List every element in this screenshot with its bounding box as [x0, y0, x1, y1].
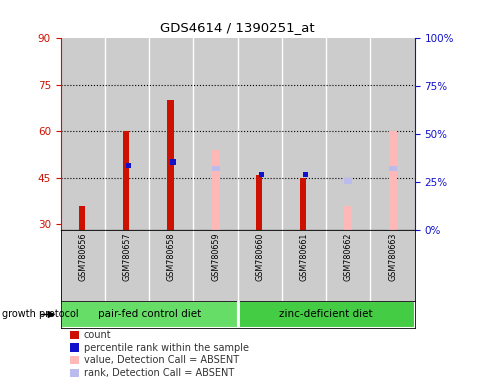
Bar	[166, 100, 173, 230]
Bar	[60, 38, 105, 230]
Bar	[325, 38, 370, 230]
Bar	[211, 166, 219, 171]
Bar	[258, 172, 264, 177]
Text: GSM780662: GSM780662	[343, 233, 352, 281]
Bar	[281, 38, 325, 230]
Bar	[193, 38, 237, 230]
Bar	[237, 301, 414, 328]
Text: GSM780663: GSM780663	[387, 233, 396, 281]
Title: GDS4614 / 1390251_at: GDS4614 / 1390251_at	[160, 22, 314, 35]
Bar	[237, 38, 281, 230]
Bar	[255, 175, 262, 230]
Bar	[105, 38, 149, 230]
Bar	[149, 38, 193, 230]
Text: GSM780659: GSM780659	[211, 233, 220, 281]
Text: GSM780661: GSM780661	[299, 233, 308, 281]
Text: percentile rank within the sample: percentile rank within the sample	[84, 343, 248, 353]
Text: pair-fed control diet: pair-fed control diet	[97, 310, 200, 319]
Bar	[299, 178, 306, 230]
Bar	[126, 162, 131, 168]
Bar	[344, 205, 351, 230]
Bar	[344, 178, 351, 184]
Bar	[60, 301, 237, 328]
Text: GSM780660: GSM780660	[255, 233, 264, 281]
Bar	[388, 166, 396, 171]
Bar	[370, 38, 414, 230]
Text: GSM780657: GSM780657	[122, 233, 131, 281]
Bar	[302, 172, 308, 177]
Text: GSM780656: GSM780656	[78, 233, 87, 281]
Text: count: count	[84, 330, 111, 340]
Text: zinc-deficient diet: zinc-deficient diet	[279, 310, 372, 319]
Bar	[78, 205, 85, 230]
Text: rank, Detection Call = ABSENT: rank, Detection Call = ABSENT	[84, 368, 234, 378]
Bar	[122, 131, 129, 230]
Bar	[170, 159, 175, 165]
Text: growth protocol: growth protocol	[2, 310, 79, 319]
Text: GSM780658: GSM780658	[166, 233, 175, 281]
Bar	[388, 131, 396, 230]
Text: value, Detection Call = ABSENT: value, Detection Call = ABSENT	[84, 355, 239, 365]
Bar	[211, 150, 219, 230]
